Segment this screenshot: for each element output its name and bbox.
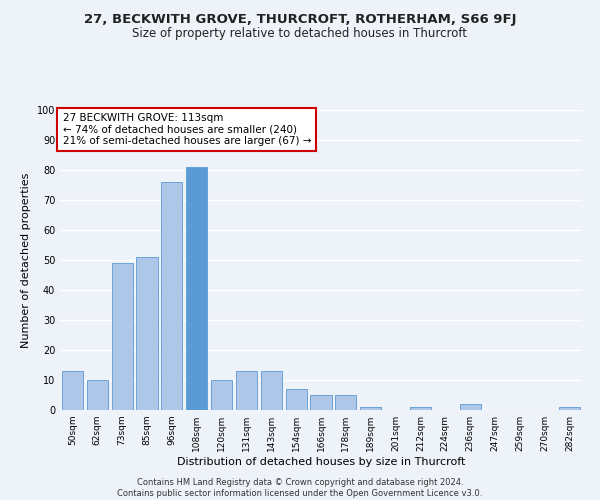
Bar [62, 371, 83, 410]
Bar [410, 407, 431, 410]
Bar [460, 404, 481, 410]
Bar [186, 167, 207, 410]
Text: Size of property relative to detached houses in Thurcroft: Size of property relative to detached ho… [133, 28, 467, 40]
Bar [236, 371, 257, 410]
Bar [559, 407, 580, 410]
Y-axis label: Number of detached properties: Number of detached properties [21, 172, 31, 348]
Bar [286, 389, 307, 410]
Bar [87, 380, 108, 410]
Bar [112, 263, 133, 410]
Text: 27, BECKWITH GROVE, THURCROFT, ROTHERHAM, S66 9FJ: 27, BECKWITH GROVE, THURCROFT, ROTHERHAM… [84, 12, 516, 26]
Bar [335, 395, 356, 410]
Bar [360, 407, 381, 410]
Text: Contains HM Land Registry data © Crown copyright and database right 2024.
Contai: Contains HM Land Registry data © Crown c… [118, 478, 482, 498]
Bar [211, 380, 232, 410]
Bar [310, 395, 332, 410]
Bar [136, 257, 158, 410]
Bar [161, 182, 182, 410]
Text: 27 BECKWITH GROVE: 113sqm
← 74% of detached houses are smaller (240)
21% of semi: 27 BECKWITH GROVE: 113sqm ← 74% of detac… [62, 113, 311, 146]
Bar [261, 371, 282, 410]
X-axis label: Distribution of detached houses by size in Thurcroft: Distribution of detached houses by size … [177, 457, 465, 467]
